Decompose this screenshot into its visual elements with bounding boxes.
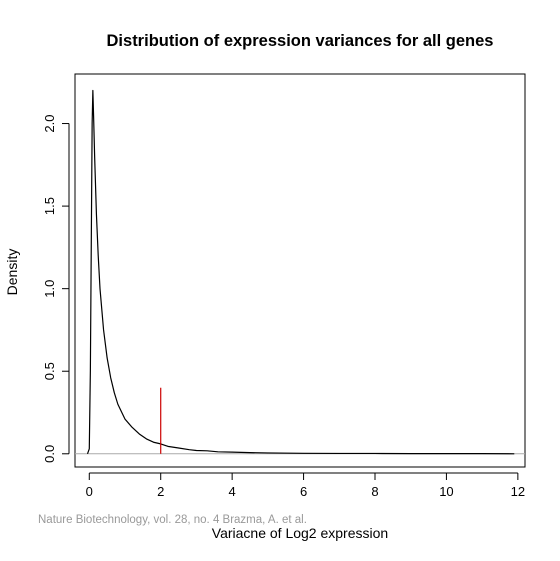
x-axis: 0 2 4 6 8 10 12	[86, 472, 525, 499]
chart-title: Distribution of expression variances for…	[107, 32, 494, 50]
x-tick-label: 12	[511, 484, 525, 499]
series-layer	[86, 89, 515, 455]
y-axis-label: Density	[4, 249, 20, 296]
source-caption: Nature Biotechnology, vol. 28, no. 4 Bra…	[38, 514, 307, 526]
x-tick-label: 10	[439, 484, 453, 499]
x-tick-label: 6	[300, 484, 307, 499]
plot-frame	[74, 73, 526, 468]
x-tick-label: 0	[86, 484, 93, 499]
x-tick-label: 2	[157, 484, 164, 499]
x-tick-label: 4	[229, 484, 236, 499]
y-tick-label: 1.5	[42, 197, 57, 215]
y-tick-label: 0.5	[42, 362, 57, 380]
density-curve	[86, 89, 515, 455]
y-tick-label: 1.0	[42, 280, 57, 298]
y-axis: 0.0 0.5 1.0 1.5 2.0	[42, 114, 70, 463]
y-tick-label: 2.0	[42, 114, 57, 132]
x-axis-label: Variacne of Log2 expression	[212, 525, 388, 541]
y-tick-label: 0.0	[42, 445, 57, 463]
x-tick-label: 8	[371, 484, 378, 499]
